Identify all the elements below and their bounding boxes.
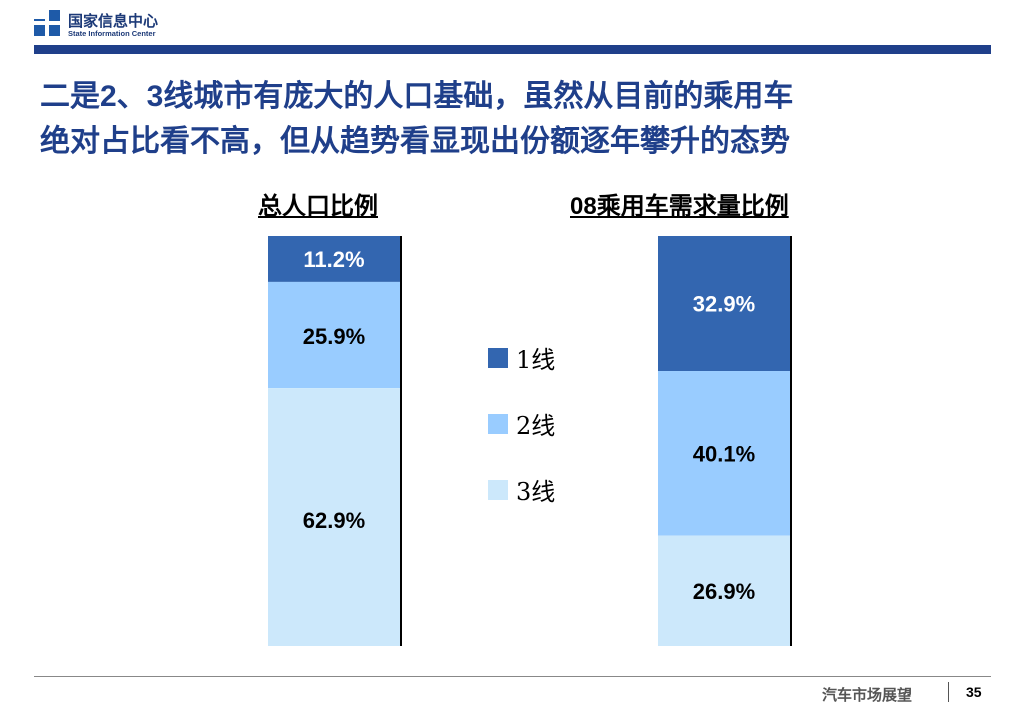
bar-segment-tier1-0 bbox=[268, 236, 400, 282]
bar-segment-tier1-1 bbox=[658, 236, 790, 372]
org-name-en: State Information Center bbox=[68, 29, 156, 38]
bar-segment-tier2-1 bbox=[658, 371, 790, 536]
data-label-tier3-0: 62.9% bbox=[303, 508, 365, 533]
footer-section-title: 汽车市场展望 bbox=[822, 687, 913, 704]
chart-title-population: 总人口比例 bbox=[258, 193, 378, 220]
legend-swatch-tier3 bbox=[488, 480, 508, 500]
org-logo: 国家信息中心 State Information Center bbox=[34, 10, 174, 40]
header-bar bbox=[34, 45, 991, 54]
bar-segment-tier2-0 bbox=[268, 281, 400, 389]
legend-label-tier3: 3线 bbox=[516, 478, 556, 506]
page-number: 35 bbox=[966, 684, 982, 700]
org-name-cn: 国家信息中心 bbox=[68, 12, 159, 30]
footer-divider bbox=[34, 676, 991, 677]
data-label-tier1-1: 32.9% bbox=[693, 292, 755, 317]
data-label-tier2-0: 25.9% bbox=[303, 324, 365, 349]
data-label-tier3-1: 26.9% bbox=[693, 579, 755, 604]
legend-label-tier2: 2线 bbox=[516, 412, 556, 440]
data-label-tier1-0: 11.2% bbox=[303, 247, 364, 272]
headline-line-1: 二是2、3线城市有庞大的人口基础，虽然从目前的乘用车 bbox=[40, 80, 794, 113]
slide-headline: 二是2、3线城市有庞大的人口基础，虽然从目前的乘用车 绝对占比看不高，但从趋势看… bbox=[40, 74, 990, 164]
legend-swatch-tier2 bbox=[488, 414, 508, 434]
legend-label-tier1: 1线 bbox=[516, 346, 556, 374]
bar-segment-tier3-1 bbox=[658, 535, 790, 646]
data-label-tier2-1: 40.1% bbox=[693, 441, 755, 466]
bar-segment-tier3-0 bbox=[268, 388, 400, 646]
org-logo-icon bbox=[34, 10, 60, 36]
headline-line-2: 绝对占比看不高，但从趋势看显现出份额逐年攀升的态势 bbox=[40, 125, 790, 158]
footer-separator bbox=[948, 682, 949, 702]
chart-title-car-demand: 08乘用车需求量比例 bbox=[570, 193, 789, 220]
legend-swatch-tier1 bbox=[488, 348, 508, 368]
